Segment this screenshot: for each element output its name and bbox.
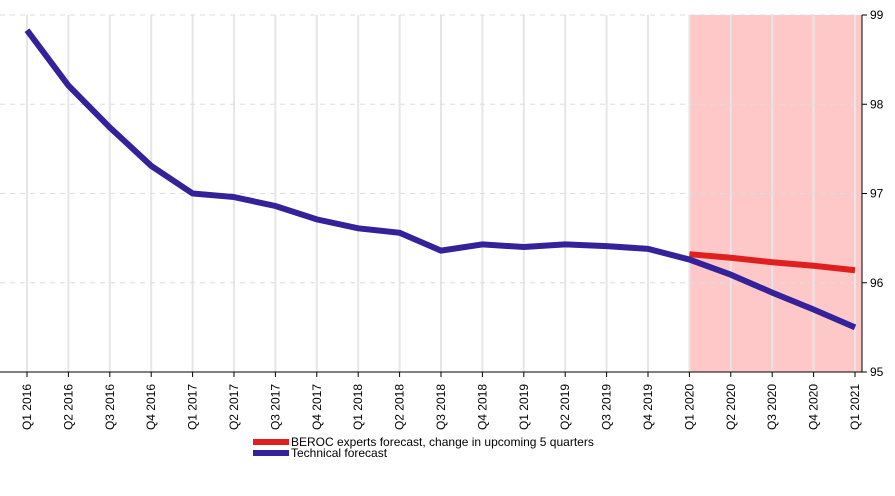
series-line <box>24 28 857 331</box>
legend-swatch <box>253 439 289 445</box>
legend-label: Technical forecast <box>291 446 388 460</box>
x-tick-label: Q3 2017 <box>268 384 282 430</box>
x-tick-label: Q1 2020 <box>682 384 696 430</box>
x-tick-label: Q2 2016 <box>61 384 75 430</box>
y-tick-label: 98 <box>870 97 884 111</box>
x-tick-label: Q3 2019 <box>600 384 614 430</box>
y-tick-label: 95 <box>870 365 884 379</box>
x-tick-label: Q2 2020 <box>724 384 738 430</box>
x-tick-label: Q2 2017 <box>227 384 241 430</box>
x-tick-label: Q4 2018 <box>475 384 489 430</box>
x-tick-label: Q4 2020 <box>807 384 821 430</box>
x-tick-label: Q4 2016 <box>144 384 158 430</box>
series-line <box>689 251 856 274</box>
x-tick-label: Q3 2018 <box>434 384 448 430</box>
x-tick-label: Q4 2017 <box>310 384 324 430</box>
legend-label: BEROC experts forecast, change in upcomi… <box>291 435 594 449</box>
y-tick-label: 97 <box>870 187 884 201</box>
x-tick-label: Q3 2020 <box>765 384 779 430</box>
x-tick-label: Q1 2017 <box>186 384 200 430</box>
x-tick-label: Q4 2019 <box>641 384 655 430</box>
x-tick-label: Q1 2016 <box>20 384 34 430</box>
x-tick-label: Q3 2016 <box>103 384 117 430</box>
y-tick-label: 99 <box>870 8 884 22</box>
x-tick-label: Q1 2021 <box>848 384 862 430</box>
x-tick-label: Q1 2018 <box>351 384 365 430</box>
y-tick-label: 96 <box>870 276 884 290</box>
x-tick-label: Q2 2018 <box>393 384 407 430</box>
legend-swatch <box>253 450 289 456</box>
x-tick-label: Q1 2019 <box>517 384 531 430</box>
x-tick-label: Q2 2019 <box>558 384 572 430</box>
